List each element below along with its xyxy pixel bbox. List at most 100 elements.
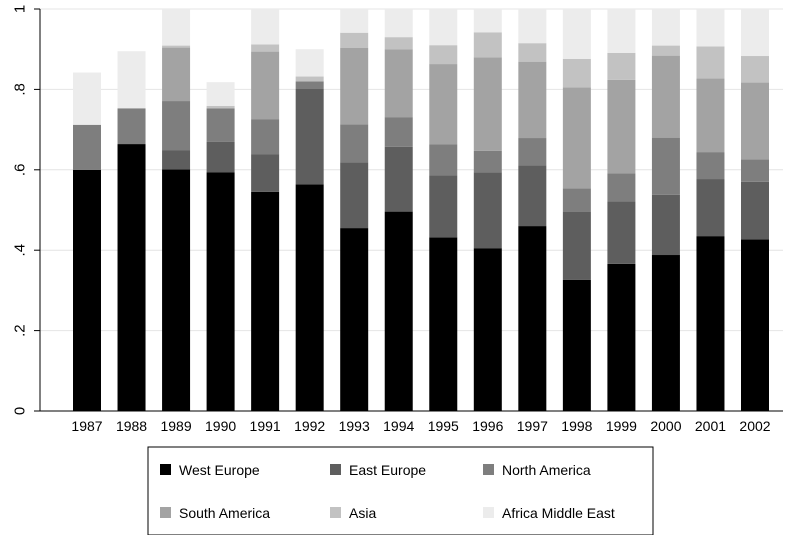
bar-segment (741, 9, 769, 57)
bar-segment (384, 117, 413, 147)
bar-segment (295, 76, 324, 82)
bar-segment (651, 55, 680, 138)
x-tick-label: 1999 (606, 418, 637, 434)
bar-segment (473, 248, 502, 411)
bar-segment (696, 152, 725, 180)
bar-segment (429, 9, 458, 46)
bar-segment (696, 236, 725, 411)
legend-swatch (330, 464, 341, 475)
bar-segment (473, 57, 502, 151)
bar-segment (651, 194, 680, 256)
bar-segment (607, 201, 636, 264)
bar-segment (518, 61, 547, 139)
bar-segment (206, 82, 235, 106)
bar-segment (741, 159, 769, 182)
legend-swatch (160, 507, 171, 518)
bar-segment (696, 9, 725, 47)
bar-segment (607, 52, 636, 80)
legend-label: East Europe (349, 462, 426, 478)
bar-segment (473, 32, 502, 58)
legend-label: North America (502, 462, 591, 478)
bar-segment (384, 9, 413, 38)
legend: West Europe East Europe North America South… (147, 446, 654, 536)
bar-segment (696, 179, 725, 237)
bar-segment (384, 211, 413, 411)
y-tick-label: .8 (12, 83, 29, 96)
x-tick-label: 1994 (383, 418, 414, 434)
bar-segment (384, 49, 413, 118)
bar-segment (295, 184, 324, 411)
bar-segment (741, 239, 769, 411)
x-tick-label: 1988 (116, 418, 147, 434)
x-tick-label: 1992 (294, 418, 325, 434)
bar-segment (429, 45, 458, 65)
bar-segment (295, 49, 324, 77)
bar-segment (607, 263, 636, 411)
bar-segment (340, 162, 369, 229)
bar-segment (741, 82, 769, 160)
x-tick-label: 2002 (739, 418, 770, 434)
legend-swatch (483, 507, 494, 518)
bar-segment (518, 138, 547, 166)
bar-segment (429, 237, 458, 411)
bar-segment (340, 32, 369, 48)
x-tick-label: 1997 (517, 418, 548, 434)
bar-segment (295, 81, 324, 89)
bar-segment (607, 79, 636, 174)
bar-segment (251, 191, 280, 411)
bar-segment (473, 9, 502, 33)
bar-segment (340, 228, 369, 411)
bar-segment (651, 9, 680, 46)
x-tick-label: 1993 (339, 418, 370, 434)
axes: 0 .2 .4 .6 .8 1 1987 1988 1989 1990 1991 1992 1993 19… (12, 5, 783, 434)
x-tick-label: 2001 (695, 418, 726, 434)
bar-segment (206, 141, 235, 173)
bar-segment (696, 78, 725, 153)
bar-segment (117, 108, 146, 145)
legend-label: South America (179, 505, 270, 521)
x-tick-label: 1995 (428, 418, 459, 434)
bar-segment (162, 47, 191, 102)
bar-segment (562, 58, 591, 88)
bar-segment (518, 43, 547, 62)
bar-segment (251, 9, 280, 45)
bar-segment (518, 165, 547, 227)
bar-segment (340, 9, 369, 33)
y-tick-label: .6 (12, 164, 29, 177)
bar-segment (651, 137, 680, 195)
bar-segment (696, 46, 725, 79)
bar-segment (162, 150, 191, 170)
bar-segment (251, 119, 280, 155)
bar-segment (651, 45, 680, 56)
bar-segment (340, 124, 369, 163)
legend-label: Africa Middle East (502, 505, 615, 521)
bar-segment (741, 181, 769, 240)
bar-segment (295, 89, 324, 185)
y-tick-label: .4 (12, 244, 29, 257)
bar-segment (607, 9, 636, 53)
bar-segment (473, 150, 502, 173)
bar-segment (206, 105, 235, 109)
bar-segment (607, 173, 636, 202)
legend-label: West Europe (179, 462, 260, 478)
bar-segment (117, 144, 146, 411)
bar-segment (117, 51, 146, 109)
x-tick-label: 2000 (650, 418, 681, 434)
bar-segment (651, 255, 680, 411)
bar-segment (251, 44, 280, 52)
y-tick-label: .2 (12, 324, 29, 337)
bar-segment (162, 9, 191, 46)
bar-segment (562, 211, 591, 280)
y-tick-label: 1 (12, 5, 29, 13)
bar-segment (73, 124, 101, 170)
x-tick-label: 1989 (160, 418, 191, 434)
bar-segment (562, 188, 591, 212)
x-tick-label: 1990 (205, 418, 236, 434)
bar-segment (162, 45, 191, 48)
bar-segment (518, 9, 547, 44)
legend-box (147, 446, 654, 536)
bar-segment (162, 169, 191, 411)
legend-swatch (160, 464, 171, 475)
x-tick-label: 1996 (472, 418, 503, 434)
